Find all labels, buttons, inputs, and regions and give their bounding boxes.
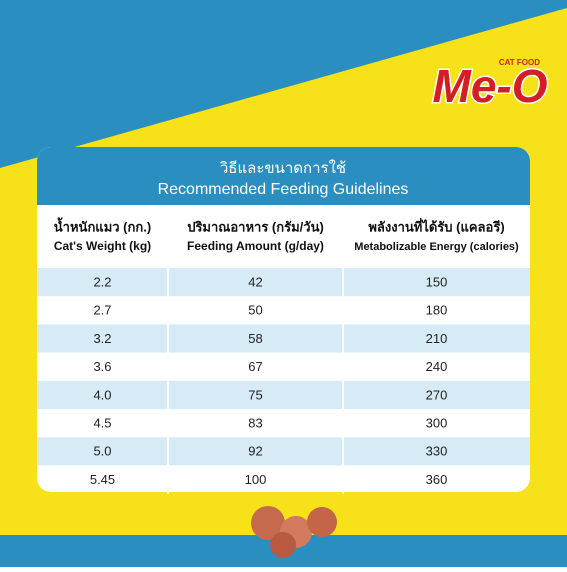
cell: 240: [426, 359, 448, 374]
cell: 360: [426, 472, 448, 487]
row-shade: [37, 437, 530, 466]
cell: 83: [248, 416, 262, 431]
logo-tagline: CAT FOOD: [499, 58, 540, 67]
cell: 42: [248, 275, 262, 290]
cell: 92: [248, 444, 262, 459]
row-shade: [37, 324, 530, 353]
cell: 2.7: [93, 303, 111, 318]
row-shade: [37, 380, 530, 409]
cell: 5.0: [93, 444, 111, 459]
cell: 58: [248, 331, 262, 346]
header-en: Feeding Amount (g/day): [187, 239, 324, 253]
header-en: Metabolizable Energy (calories): [354, 241, 519, 253]
cell: 180: [426, 303, 448, 318]
cell: 100: [245, 472, 267, 487]
header-en: Cat's Weight (kg): [54, 239, 151, 253]
cell: 67: [248, 359, 262, 374]
cell: 2.2: [93, 275, 111, 290]
cell: 3.6: [93, 359, 111, 374]
logo-brand: Me-O: [433, 60, 548, 112]
cell: 3.2: [93, 331, 111, 346]
header-th: น้ำหนักแมว (กก.): [54, 216, 151, 234]
row-shade: [37, 268, 530, 297]
cell: 150: [426, 275, 448, 290]
cell: 5.45: [90, 472, 115, 487]
cell: 300: [426, 416, 448, 431]
cell: 4.0: [93, 387, 111, 402]
cell: 330: [426, 444, 448, 459]
table-title-band: [37, 147, 530, 205]
header-th: ปริมาณอาหาร (กรัม/วัน): [187, 219, 324, 234]
diagonal-band: [0, 0, 567, 168]
cell: 210: [426, 331, 448, 346]
cell: 4.5: [93, 416, 111, 431]
cell: 50: [248, 303, 262, 318]
cell: 270: [426, 387, 448, 402]
table-title-en: Recommended Feeding Guidelines: [158, 181, 409, 198]
cell: 75: [248, 387, 262, 402]
table-title-th: วิธีและขนาดการใช้: [219, 159, 346, 177]
kibble: [251, 506, 337, 558]
header-th: พลังงานที่ได้รับ (แคลอรี): [368, 217, 504, 234]
